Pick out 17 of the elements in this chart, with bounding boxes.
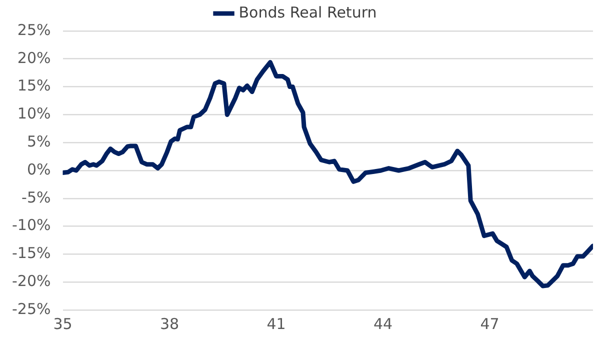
y-tick-label: 0% (26, 160, 51, 178)
legend-label: Bonds Real Return (238, 3, 377, 22)
y-tick-label: 10% (17, 104, 51, 123)
x-tick-label: 41 (266, 314, 286, 333)
y-tick-label: 5% (26, 132, 51, 150)
y-tick-label: 25% (17, 20, 51, 39)
x-tick-label: 35 (53, 314, 72, 333)
y-tick-label: -15% (12, 244, 51, 262)
y-tick-label: -25% (12, 300, 51, 318)
x-tick-label: 44 (373, 314, 393, 333)
y-tick-label: -20% (12, 272, 51, 290)
y-tick-label: 20% (17, 48, 51, 67)
y-tick-label: -10% (12, 216, 51, 234)
y-tick-label: -5% (22, 188, 51, 206)
x-tick-label: 38 (160, 314, 180, 333)
x-tick-label: 47 (480, 314, 500, 333)
y-tick-label: 15% (17, 76, 51, 95)
